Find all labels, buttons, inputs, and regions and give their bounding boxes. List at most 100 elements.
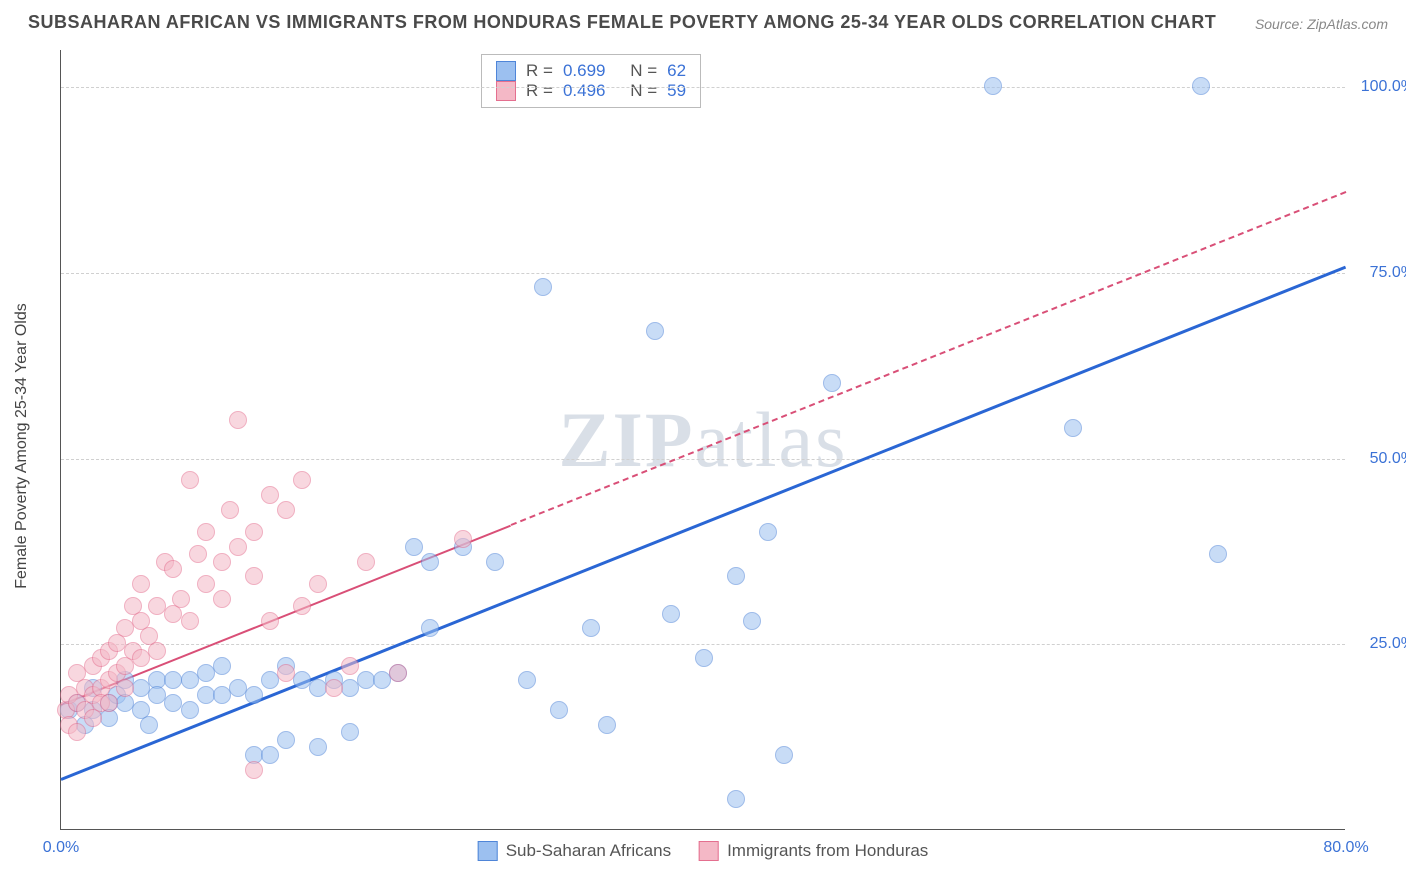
scatter-point	[245, 686, 263, 704]
scatter-point	[132, 575, 150, 593]
scatter-point	[357, 553, 375, 571]
stats-row: R = 0.496 N = 59	[496, 81, 686, 101]
watermark-bold: ZIP	[559, 396, 695, 483]
r-label: R =	[526, 81, 553, 101]
scatter-point	[518, 671, 536, 689]
scatter-point	[245, 567, 263, 585]
swatch-series2	[699, 841, 719, 861]
scatter-point	[341, 723, 359, 741]
scatter-point	[405, 538, 423, 556]
swatch-series1	[496, 61, 516, 81]
gridline	[61, 459, 1345, 460]
x-tick-label: 0.0%	[43, 839, 79, 857]
scatter-point	[148, 642, 166, 660]
scatter-point	[181, 612, 199, 630]
scatter-point	[1064, 419, 1082, 437]
trend-line	[510, 191, 1346, 526]
y-tick-label: 50.0%	[1355, 450, 1406, 468]
scatter-point	[189, 545, 207, 563]
scatter-point	[197, 523, 215, 541]
scatter-point	[197, 575, 215, 593]
scatter-point	[727, 790, 745, 808]
scatter-point	[309, 738, 327, 756]
n-label: N =	[630, 81, 657, 101]
scatter-point	[213, 590, 231, 608]
n-value: 59	[667, 81, 686, 101]
scatter-point	[277, 731, 295, 749]
scatter-point	[261, 746, 279, 764]
scatter-point	[100, 694, 118, 712]
scatter-point	[164, 560, 182, 578]
gridline	[61, 273, 1345, 274]
scatter-point	[598, 716, 616, 734]
scatter-point	[261, 612, 279, 630]
scatter-point	[229, 538, 247, 556]
scatter-point	[486, 553, 504, 571]
scatter-point	[325, 679, 343, 697]
scatter-point	[421, 619, 439, 637]
scatter-point	[213, 553, 231, 571]
r-label: R =	[526, 61, 553, 81]
swatch-series1	[478, 841, 498, 861]
scatter-point	[550, 701, 568, 719]
scatter-point	[341, 657, 359, 675]
scatter-point	[454, 530, 472, 548]
scatter-point	[245, 761, 263, 779]
swatch-series2	[496, 81, 516, 101]
scatter-point	[775, 746, 793, 764]
scatter-point	[421, 553, 439, 571]
scatter-point	[389, 664, 407, 682]
stats-legend-box: R = 0.699 N = 62 R = 0.496 N = 59	[481, 54, 701, 108]
scatter-point	[140, 716, 158, 734]
legend-label: Sub-Saharan Africans	[506, 841, 671, 861]
y-tick-label: 75.0%	[1355, 264, 1406, 282]
watermark-light: atlas	[695, 396, 848, 483]
scatter-point	[213, 657, 231, 675]
scatter-point	[229, 411, 247, 429]
scatter-point	[646, 322, 664, 340]
legend-item: Immigrants from Honduras	[699, 841, 928, 861]
y-tick-label: 25.0%	[1355, 635, 1406, 653]
r-value: 0.496	[563, 81, 606, 101]
plot-area: ZIPatlas R = 0.699 N = 62 R = 0.496 N = …	[60, 50, 1345, 830]
stats-row: R = 0.699 N = 62	[496, 61, 686, 81]
scatter-point	[984, 77, 1002, 95]
scatter-point	[172, 590, 190, 608]
scatter-point	[1192, 77, 1210, 95]
scatter-point	[181, 471, 199, 489]
gridline	[61, 644, 1345, 645]
r-value: 0.699	[563, 61, 606, 81]
bottom-legend: Sub-Saharan Africans Immigrants from Hon…	[478, 841, 929, 861]
scatter-point	[727, 567, 745, 585]
scatter-point	[277, 664, 295, 682]
chart-title: SUBSAHARAN AFRICAN VS IMMIGRANTS FROM HO…	[28, 12, 1216, 33]
correlation-chart: SUBSAHARAN AFRICAN VS IMMIGRANTS FROM HO…	[0, 0, 1406, 892]
n-label: N =	[630, 61, 657, 81]
scatter-point	[293, 471, 311, 489]
scatter-point	[245, 523, 263, 541]
y-tick-label: 100.0%	[1355, 78, 1406, 96]
scatter-point	[695, 649, 713, 667]
scatter-point	[582, 619, 600, 637]
scatter-point	[662, 605, 680, 623]
source-attribution: Source: ZipAtlas.com	[1255, 16, 1388, 32]
scatter-point	[68, 723, 86, 741]
gridline	[61, 87, 1345, 88]
legend-label: Immigrants from Honduras	[727, 841, 928, 861]
scatter-point	[1209, 545, 1227, 563]
n-value: 62	[667, 61, 686, 81]
scatter-point	[293, 597, 311, 615]
scatter-point	[181, 701, 199, 719]
scatter-point	[277, 501, 295, 519]
scatter-point	[221, 501, 239, 519]
scatter-point	[743, 612, 761, 630]
y-axis-label: Female Poverty Among 25-34 Year Olds	[13, 303, 31, 589]
x-tick-label: 80.0%	[1323, 839, 1368, 857]
scatter-point	[534, 278, 552, 296]
scatter-point	[309, 575, 327, 593]
scatter-point	[116, 679, 134, 697]
scatter-point	[261, 486, 279, 504]
scatter-point	[759, 523, 777, 541]
scatter-point	[823, 374, 841, 392]
legend-item: Sub-Saharan Africans	[478, 841, 671, 861]
